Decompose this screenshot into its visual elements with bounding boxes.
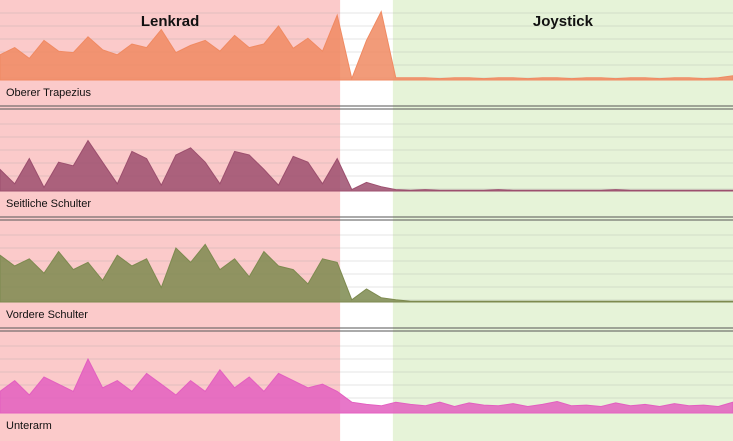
signal-trace — [0, 139, 733, 192]
panel-label: Vordere Schulter — [6, 309, 88, 321]
signal-trace — [0, 243, 733, 303]
panel-label: Seitliche Schulter — [6, 198, 91, 210]
signal-trace — [0, 10, 733, 81]
panel-label: Oberer Trapezius — [6, 87, 91, 99]
panel-label: Unterarm — [6, 420, 52, 432]
section-label: Lenkrad — [141, 13, 199, 30]
signal-trace — [0, 357, 733, 414]
section-label: Joystick — [533, 13, 594, 30]
